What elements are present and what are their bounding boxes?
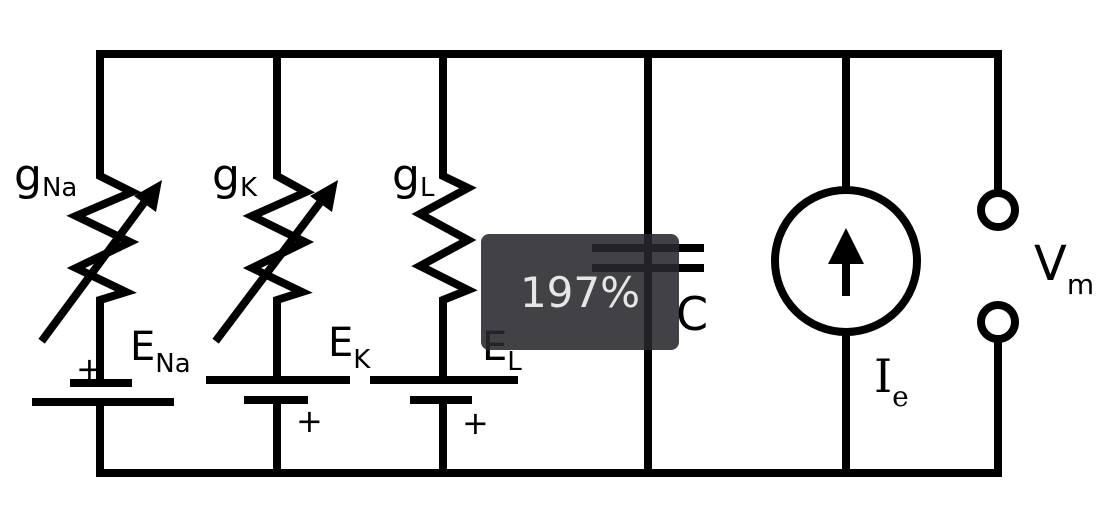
plus-sign-na: + — [76, 350, 103, 388]
label-g-l: gL — [392, 150, 435, 203]
branch-l — [370, 50, 518, 477]
label-e-k: EK — [328, 320, 371, 375]
label-capacitor: C — [676, 287, 708, 341]
branch-na — [32, 50, 174, 477]
resistor-gk — [242, 131, 315, 384]
branch-current-source — [771, 50, 921, 477]
label-g-na: gNa — [14, 150, 77, 203]
resistor-gna — [66, 131, 142, 387]
label-vm: Vm — [1034, 236, 1094, 301]
label-e-na: ENa — [130, 324, 191, 379]
branch-vm — [977, 50, 1019, 477]
current-source-arrow-head — [828, 228, 864, 264]
label-g-k: gK — [212, 150, 258, 203]
variable-arrow-gna-shaft — [38, 186, 158, 344]
variable-arrow-gk-head — [310, 180, 338, 212]
variable-arrow-gk-shaft — [212, 186, 334, 344]
resistor-gl — [411, 131, 478, 384]
vm-terminal-bottom — [977, 301, 1019, 343]
branch-k — [206, 50, 350, 477]
variable-arrow-gna-head — [134, 180, 162, 212]
plus-sign-k: + — [296, 402, 323, 440]
plus-sign-l: + — [462, 404, 489, 442]
zoom-level-text: 197% — [519, 267, 641, 317]
zoom-level-indicator: 197% — [481, 234, 679, 350]
label-current-source: Ie — [874, 349, 909, 413]
vm-terminal-top — [977, 189, 1019, 231]
